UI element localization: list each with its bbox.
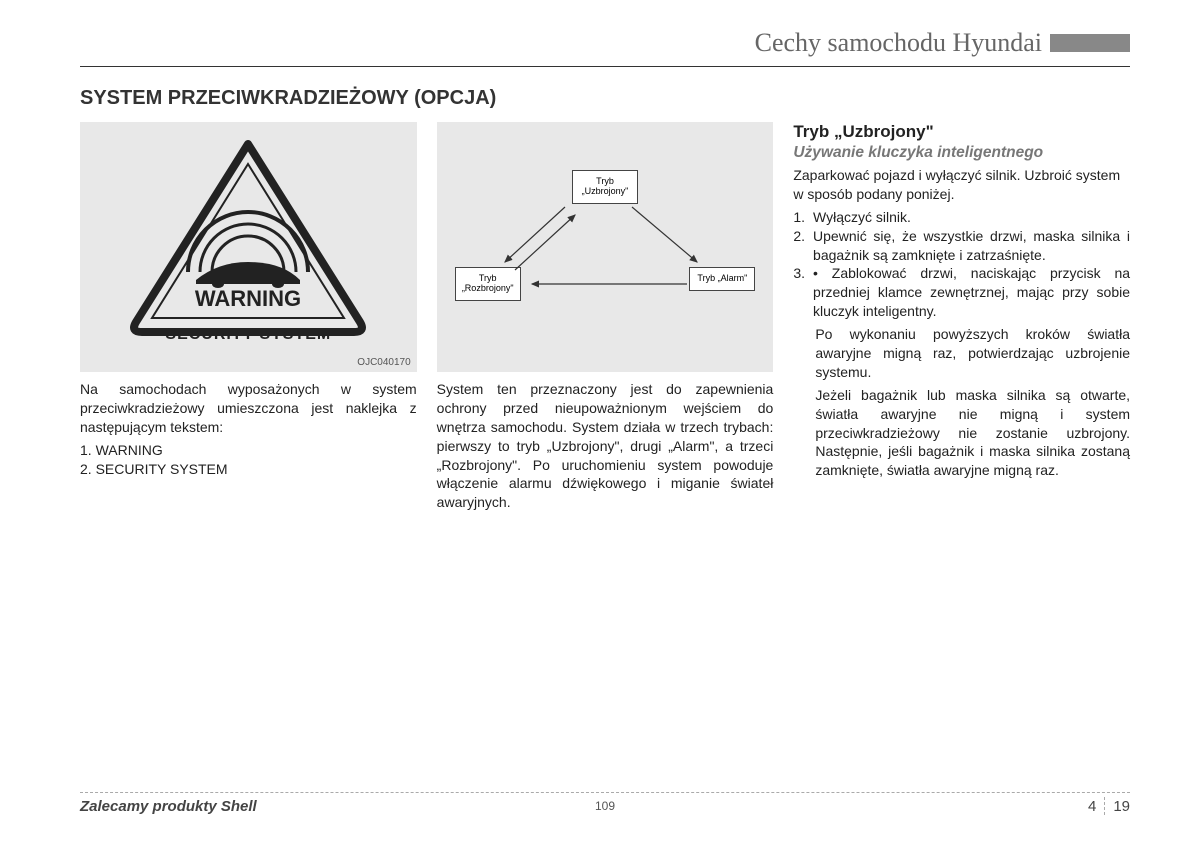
step-1-text: Wyłączyć silnik. [813,208,1130,227]
col1-paragraph: Na samochodach wyposażonych w system prz… [80,380,417,437]
header-divider [80,66,1130,67]
step-1: 1. Wyłączyć silnik. [793,208,1130,227]
col3-heading: Tryb „Uzbrojony" [793,122,1130,142]
state-diagram-figure: Tryb „Uzbrojony" Tryb „Rozbrojony" Tryb … [437,122,774,372]
footer-chapter-number: 4 [1088,798,1096,815]
section-heading: SYSTEM PRZECIWKRADZIEŻOWY (OPCJA) [80,87,1130,110]
col3-intro: Zaparkować pojazd i wyłączyć silnik. Uzb… [793,166,1130,204]
footer-page-number: 19 [1113,798,1130,815]
step-2: 2. Upewnić się, że wszystkie drzwi, mask… [793,227,1130,265]
security-system-label: SECURITY SYSTEM [80,326,417,344]
footer-separator [1104,797,1105,815]
step-3-num: 3. [793,264,805,321]
col3-aftertext-1: Po wykonaniu powyższych kroków światła a… [815,325,1130,382]
column-1: WARNING SECURITY SYSTEM OJC040170 Na sam… [80,122,417,516]
column-2: Tryb „Uzbrojony" Tryb „Rozbrojony" Tryb … [437,122,774,516]
footer-page-absolute: 109 [595,799,615,813]
footer-brand-text: Zalecamy produkty Shell [80,798,257,815]
page-footer: Zalecamy produkty Shell 109 4 19 [80,792,1130,815]
step-3: 3. • Zablokować drzwi, naciskając przyci… [793,264,1130,321]
step-2-num: 2. [793,227,805,265]
column-3: Tryb „Uzbrojony" Używanie kluczyka intel… [793,122,1130,516]
state-arrows [437,122,774,372]
header-bar-decoration [1050,34,1130,52]
col3-subheading: Używanie kluczyka inteligentnego [793,144,1130,162]
step-2-text: Upewnić się, że wszystkie drzwi, maska s… [813,227,1130,265]
svg-text:WARNING: WARNING [195,286,301,311]
col2-paragraph: System ten przeznaczony jest do zapewnie… [437,380,774,512]
chapter-title: Cechy samochodu Hyundai [755,28,1042,58]
step-3-text: • Zablokować drzwi, naciskając przycisk … [813,264,1130,321]
col1-list-item-2: 2. SECURITY SYSTEM [80,460,417,479]
col3-aftertext-2: Jeżeli bagażnik lub maska silnika są otw… [815,386,1130,480]
warning-triangle-figure: WARNING SECURITY SYSTEM OJC040170 [80,122,417,372]
figure-code: OJC040170 [357,357,410,368]
col1-list-item-1: 1. WARNING [80,441,417,460]
step-1-num: 1. [793,208,805,227]
